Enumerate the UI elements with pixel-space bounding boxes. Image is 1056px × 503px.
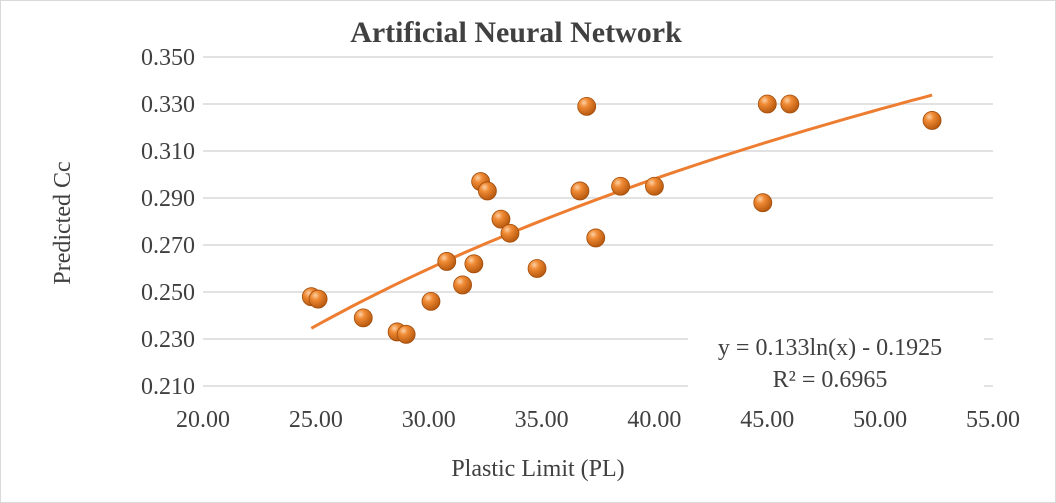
data-points [301,94,942,344]
y-axis-label: Predicted Cc [50,161,76,284]
data-point [353,308,373,328]
x-axis-label: Plastic Limit (PL) [451,456,624,482]
chart-title: Artificial Neural Network [350,16,682,49]
data-point [477,181,497,201]
y-tick-label: 0.310 [141,139,195,165]
equation-box-bg [688,328,984,396]
data-point [500,223,520,243]
y-tick-label: 0.270 [141,233,195,259]
trend-r-squared: R² = 0.6965 [773,367,888,393]
x-tick-label: 45.00 [740,407,794,433]
data-point [527,259,547,278]
data-point [421,291,441,311]
y-tick-label: 0.350 [141,45,195,71]
data-point [645,176,664,196]
data-point [922,111,942,130]
trend-equation: y = 0.133ln(x) - 0.1925 [718,335,942,361]
x-tick-labels: 20.00 25.00 30.00 35.00 40.00 45.00 50.00 55.00 [176,407,1020,433]
data-point [577,96,597,116]
data-point [396,324,416,344]
y-tick-label: 0.330 [141,92,195,118]
data-point [753,193,773,213]
data-point [453,275,472,295]
x-tick-label: 50.00 [853,407,907,433]
y-tick-label: 0.250 [141,280,195,306]
data-point [780,94,800,114]
y-tick-label: 0.210 [141,374,195,400]
x-tick-label: 35.00 [515,407,569,433]
y-tick-labels: 0.210 0.230 0.250 0.270 0.290 0.310 0.330 0.350 [141,45,195,400]
x-tick-label: 30.00 [402,407,456,433]
data-point [308,289,328,309]
x-tick-label: 55.00 [966,407,1020,433]
data-point [586,228,606,248]
x-tick-label: 25.00 [289,407,343,433]
data-point [611,176,630,196]
y-tick-label: 0.230 [141,327,195,353]
data-point [437,252,457,271]
data-point [491,209,511,229]
trendline [310,93,933,330]
data-point [570,181,590,201]
data-point [757,94,777,114]
x-tick-label: 20.00 [176,407,230,433]
y-tick-label: 0.290 [141,186,195,212]
x-tick-label: 40.00 [627,407,681,433]
data-point [464,254,484,274]
